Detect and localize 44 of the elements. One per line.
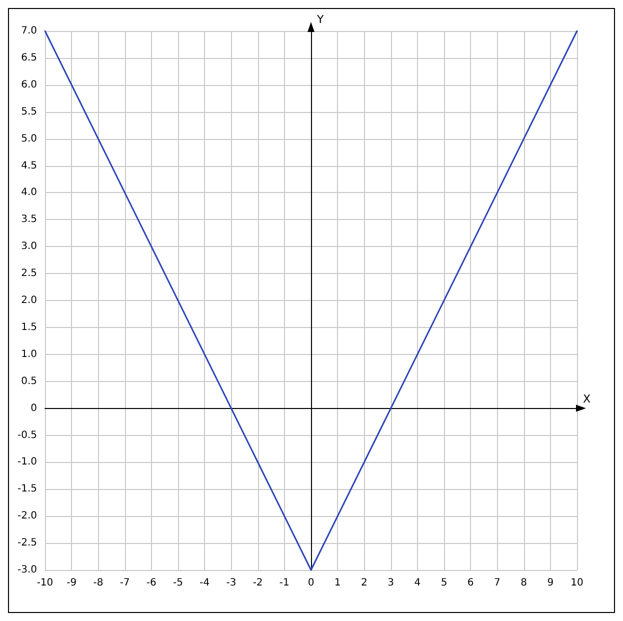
y-tick-label: 0.5 — [21, 376, 37, 387]
y-tick-label: -1.0 — [17, 456, 37, 468]
y-tick-label: 6.5 — [21, 52, 37, 64]
y-tick-label: 1.0 — [21, 348, 37, 360]
x-tick-label: 0 — [308, 578, 314, 588]
y-tick-label: -2.5 — [17, 538, 37, 549]
x-tick-label: 4 — [414, 578, 421, 588]
x-tick-label: 1 — [334, 578, 341, 588]
y-tick-label: 2.0 — [21, 295, 37, 306]
x-tick-label: 3 — [388, 578, 394, 588]
x-tick-label: 9 — [547, 578, 554, 588]
x-tick-label: -9 — [66, 578, 77, 588]
y-tick-label: -2.0 — [17, 510, 37, 522]
x-tick-label: 5 — [440, 578, 448, 588]
y-tick-label: 5.0 — [21, 133, 37, 144]
y-tick-label: 3.5 — [21, 214, 37, 226]
y-tick-label: -1.5 — [17, 484, 37, 495]
x-tick-label: -6 — [146, 578, 156, 588]
x-tick-label: -5 — [173, 578, 183, 588]
y-tick-label: 6.0 — [21, 79, 37, 90]
x-axis-title: X — [583, 392, 591, 406]
x-tick-label: 10 — [570, 578, 584, 588]
y-tick-label: 4.0 — [21, 187, 37, 198]
y-tick-label: 3.0 — [21, 241, 37, 252]
x-tick-label: -10 — [36, 578, 54, 588]
x-tick-label: 6 — [467, 578, 474, 588]
x-tick-label: -7 — [120, 578, 130, 588]
y-tick-label: -3.0 — [17, 564, 37, 576]
y-tick-label: 5.5 — [21, 106, 37, 118]
x-tick-label: 8 — [520, 578, 527, 588]
x-tick-label: -3 — [226, 578, 236, 588]
x-tick-label: -8 — [93, 578, 104, 588]
y-tick-label: -0.5 — [17, 430, 37, 441]
y-tick-label: 1.5 — [21, 322, 37, 333]
y-axis-title: Y — [316, 13, 324, 26]
x-tick-label: -1 — [279, 578, 290, 588]
y-tick-label: 7.0 — [21, 26, 37, 36]
y-tick-label: 2.5 — [21, 268, 37, 280]
x-tick-label: -4 — [200, 578, 210, 588]
x-tick-label: 2 — [361, 578, 368, 588]
y-tick-label: 0 — [30, 402, 37, 414]
x-tick-label: -2 — [252, 578, 263, 588]
y-tick-label: 4.5 — [21, 160, 37, 172]
x-tick-label: 7 — [494, 578, 500, 588]
